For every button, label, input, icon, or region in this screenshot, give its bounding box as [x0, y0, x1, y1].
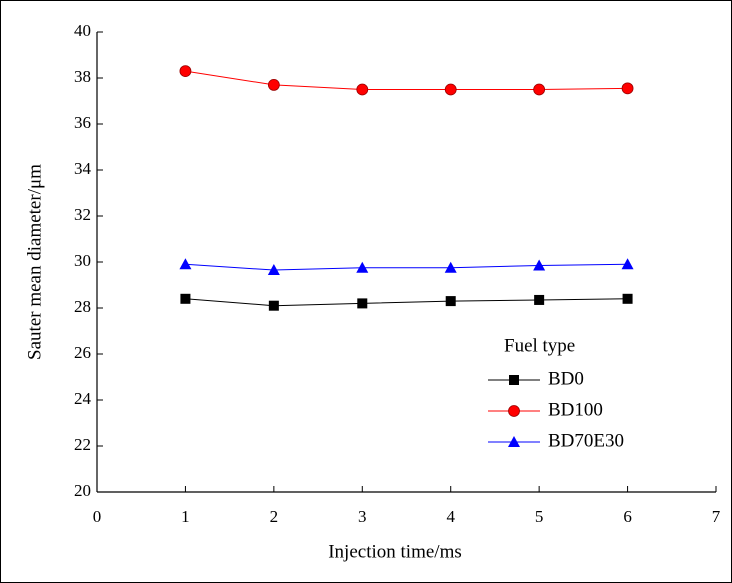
legend-marker [509, 375, 519, 385]
y-tick-label: 30 [74, 251, 91, 270]
y-tick-label: 26 [74, 343, 91, 362]
x-tick-label: 0 [93, 507, 102, 526]
marker [357, 298, 368, 309]
marker [444, 83, 457, 96]
series-line [185, 298, 628, 307]
x-tick-label: 6 [623, 507, 632, 526]
y-tick-label: 28 [74, 297, 91, 316]
marker [267, 264, 280, 276]
legend-label: BD70E30 [548, 430, 624, 451]
y-axis-label: Sauter mean diameter/μm [24, 164, 45, 360]
series-line [185, 263, 628, 271]
y-tick-label: 24 [74, 389, 92, 408]
x-axis-label: Injection time/ms [328, 541, 462, 562]
marker [622, 293, 633, 304]
marker [445, 296, 456, 307]
marker [533, 83, 546, 96]
legend-marker [508, 405, 520, 417]
y-tick-label: 36 [74, 113, 91, 132]
x-tick-label: 1 [181, 507, 190, 526]
x-tick-label: 4 [446, 507, 455, 526]
y-tick-label: 34 [74, 159, 92, 178]
y-tick-label: 40 [74, 21, 91, 40]
x-tick-label: 7 [712, 507, 721, 526]
legend-title: Fuel type [504, 335, 575, 356]
y-tick-label: 38 [74, 67, 91, 86]
x-tick-label: 3 [358, 507, 367, 526]
marker [356, 261, 369, 273]
x-tick-label: 2 [270, 507, 279, 526]
marker [533, 259, 546, 271]
y-tick-label: 32 [74, 205, 91, 224]
marker [621, 258, 634, 270]
marker [180, 293, 191, 304]
legend-marker [508, 436, 520, 447]
marker [444, 261, 457, 273]
marker [179, 65, 192, 77]
marker [356, 83, 369, 96]
y-tick-label: 22 [74, 435, 91, 454]
marker [267, 79, 280, 91]
legend-label: BD0 [548, 368, 584, 389]
y-tick-label: 20 [74, 481, 91, 500]
x-tick-label: 5 [535, 507, 544, 526]
marker [179, 258, 192, 270]
legend-label: BD100 [548, 399, 603, 420]
marker [621, 82, 634, 95]
series-line [185, 70, 628, 90]
marker [534, 294, 545, 305]
marker [268, 300, 279, 311]
